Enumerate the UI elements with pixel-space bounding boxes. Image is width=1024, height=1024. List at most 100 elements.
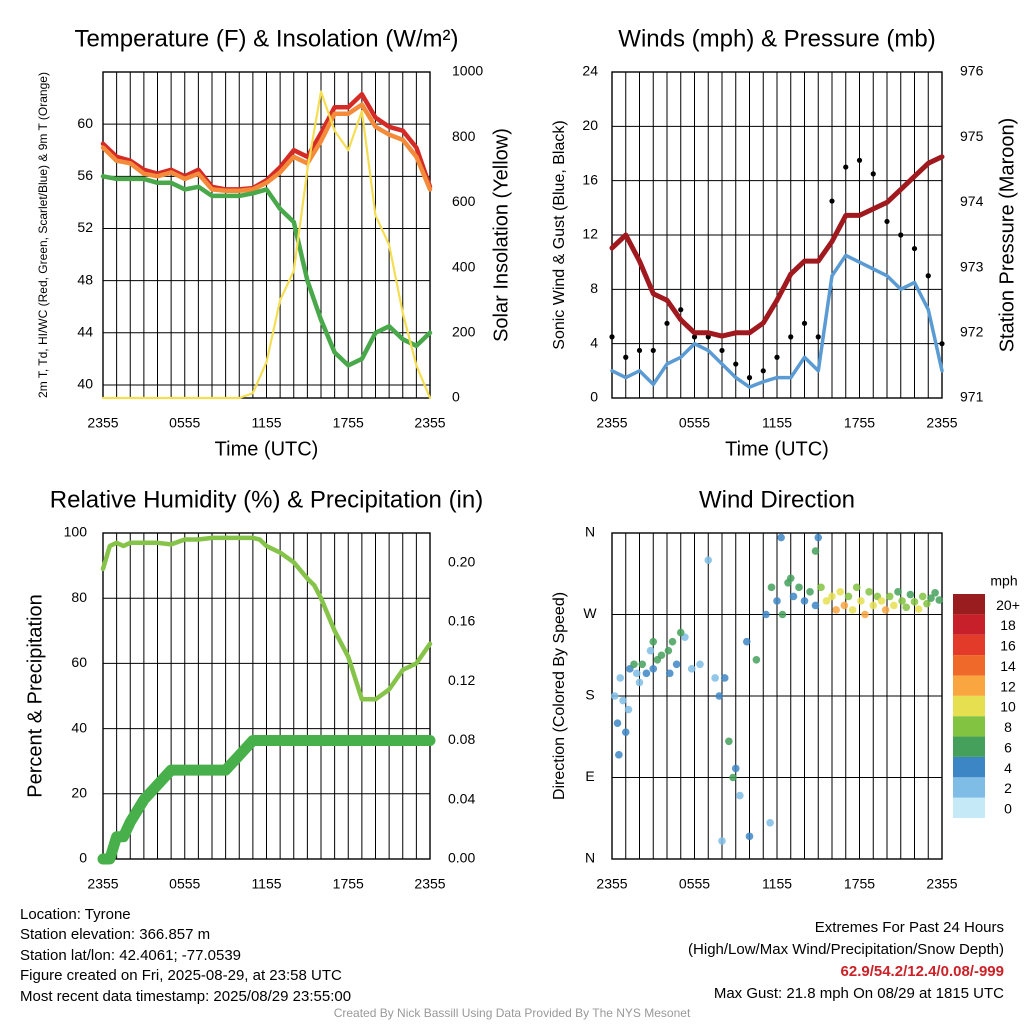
x-tick-label: 0555: [679, 415, 710, 431]
gust-point: [856, 157, 863, 163]
x-tick-label: 1755: [844, 876, 875, 892]
x-tick-label: 2355: [926, 876, 957, 892]
gust-point: [774, 354, 780, 360]
direction-point: [840, 601, 849, 610]
gust-point: [884, 218, 890, 225]
gust-point: [609, 334, 615, 340]
direction-point: [621, 728, 630, 737]
station-latlon: Station lat/lon: 42.4061; -77.0539: [20, 946, 242, 964]
gust-point: [733, 361, 739, 367]
gust-point: [650, 347, 656, 354]
x-tick-label: 2355: [596, 876, 627, 892]
gust-point: [815, 334, 821, 340]
plot-frame: [102, 71, 431, 399]
colorbar-swatch: [953, 695, 985, 717]
direction-point: [923, 599, 931, 608]
direction-point: [890, 601, 898, 610]
y-axis-label-left: Percent & Precipitation: [24, 594, 46, 797]
direction-point: [729, 773, 737, 782]
colorbar-label: 18: [1000, 617, 1016, 633]
max-gust: Max Gust: 21.8 mph On 08/29 at 1815 UTC: [713, 985, 1004, 1002]
direction-point: [811, 547, 820, 555]
y-tick-label-right: 976: [960, 63, 984, 79]
x-tick-label: 0555: [169, 876, 200, 892]
credit-line: Created By Nick Bassill Using Data Provi…: [333, 1006, 691, 1020]
y-tick-label-right: 0: [452, 389, 460, 405]
gust-point: [678, 307, 684, 313]
y-tick-label-left: 100: [64, 524, 88, 540]
direction-point: [795, 583, 803, 592]
direction-point: [902, 603, 911, 612]
y-tick-label-direction: S: [585, 687, 594, 703]
y-tick-label-left: 12: [582, 226, 598, 242]
gust-point: [898, 232, 904, 238]
direction-point: [616, 674, 625, 682]
y-tick-label-left: 20: [71, 785, 87, 801]
chart-title: Winds (mph) & Pressure (mb): [618, 25, 935, 52]
y-tick-label-left: 52: [77, 219, 93, 235]
x-tick-label: 1755: [333, 876, 364, 892]
direction-point: [665, 669, 674, 678]
direction-point: [811, 601, 820, 610]
gust-point: [691, 334, 698, 340]
direction-point: [731, 764, 740, 773]
colorbar-label: 8: [1004, 719, 1012, 735]
gust-point: [939, 341, 945, 347]
direction-point: [615, 751, 623, 759]
y-tick-label-right: 972: [960, 324, 984, 340]
colorbar-label: 10: [1000, 699, 1016, 715]
colorbar-label: 0: [1004, 801, 1012, 817]
colorbar-swatch: [953, 614, 985, 635]
direction-point: [711, 674, 719, 682]
y-tick-label-left: 56: [77, 167, 93, 183]
chart-title: Relative Humidity (%) & Precipitation (i…: [50, 486, 483, 513]
direction-point: [668, 637, 677, 646]
direction-point: [844, 592, 853, 601]
y-axis-label-left: 2m T, Td, HI/WC (Red, Green, Scarlet/Blu…: [36, 72, 50, 398]
direction-point: [635, 678, 644, 687]
direction-point: [773, 597, 781, 605]
direction-point: [736, 791, 744, 800]
x-tick-label: 2355: [596, 415, 627, 431]
x-tick-label: 0555: [169, 415, 200, 431]
colorbar-label: 14: [1000, 658, 1016, 674]
y-tick-label-left: 8: [590, 280, 598, 296]
y-axis-label-left: Direction (Colored By Speed): [551, 592, 568, 800]
direction-point: [642, 669, 651, 678]
direction-point: [806, 588, 814, 596]
direction-point: [800, 597, 809, 605]
colorbar-swatch: [953, 655, 985, 676]
extremes-legend: (High/Low/Max Wind/Precipitation/Snow De…: [688, 941, 1004, 958]
colorbar-label: 12: [1000, 678, 1016, 694]
y-tick-label-left: 60: [77, 115, 93, 131]
colorbar-swatch: [953, 797, 985, 818]
y-tick-label-right: 0.16: [448, 613, 475, 629]
y-tick-label-left: 40: [71, 719, 87, 735]
direction-point: [822, 597, 831, 605]
y-tick-label-left: 60: [71, 654, 87, 670]
x-tick-label: 2355: [414, 415, 445, 431]
colorbar-label: 2: [1004, 780, 1012, 796]
direction-point: [742, 637, 751, 646]
direction-point: [777, 533, 785, 542]
direction-point: [649, 665, 658, 673]
direction-point: [910, 598, 919, 606]
direction-point: [848, 606, 857, 614]
x-axis-label: Time (UTC): [725, 438, 829, 460]
gust-point: [788, 334, 794, 340]
colorbar-swatch: [953, 594, 985, 615]
x-tick-label: 1155: [251, 876, 281, 892]
pressure-line: [609, 154, 945, 339]
y-tick-label-right: 0.20: [448, 553, 475, 569]
y-tick-label-direction: E: [585, 768, 594, 784]
colorbar-swatch: [953, 777, 985, 798]
extremes-panel: Extremes For Past 24 Hours (High/Low/Max…: [688, 917, 1004, 1005]
direction-point: [778, 610, 787, 619]
x-tick-label: 1155: [251, 415, 281, 431]
direction-point: [767, 583, 776, 592]
colorbar-swatch: [953, 675, 985, 696]
colorbar-label: 16: [1000, 638, 1016, 654]
direction-point: [898, 597, 906, 605]
y-tick-label-right: 400: [452, 258, 476, 274]
y-tick-label-right: 0.12: [448, 672, 475, 688]
